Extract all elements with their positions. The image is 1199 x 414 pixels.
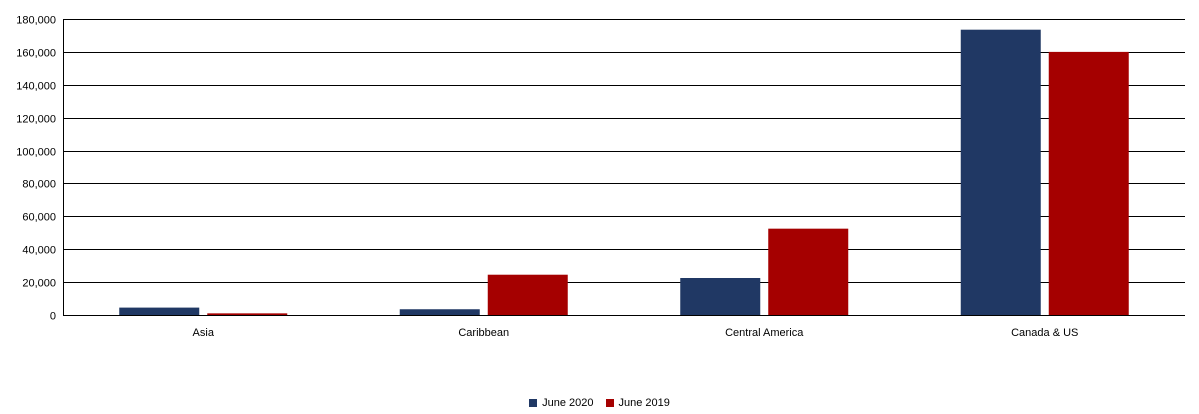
x-tick-label-2: Central America — [725, 327, 804, 339]
legend-label-series-1: June 2019 — [618, 397, 670, 409]
y-tick-label-6: 120,000 — [16, 114, 56, 126]
bar-series-1-0 — [207, 313, 288, 315]
bar-series-0-3 — [960, 29, 1041, 315]
y-tick-label-3: 60,000 — [22, 212, 56, 224]
y-tick-label-1: 20,000 — [22, 278, 56, 290]
bar-series-1-3 — [1048, 51, 1129, 316]
legend: June 2020 June 2019 — [0, 397, 1199, 409]
y-tick-label-2: 40,000 — [22, 245, 56, 257]
y-tick-label-9: 180,000 — [16, 15, 56, 27]
bar-series-1-2 — [768, 228, 849, 315]
legend-item-series-0: June 2020 — [529, 397, 594, 409]
bar-series-1-1 — [487, 274, 568, 315]
y-tick-label-5: 100,000 — [16, 147, 56, 159]
x-tick-label-3: Canada & US — [1011, 327, 1078, 339]
legend-swatch-series-1 — [605, 399, 614, 407]
bar-series-0-0 — [119, 307, 200, 315]
y-tick-label-4: 80,000 — [22, 179, 56, 191]
x-tick-label-1: Caribbean — [458, 327, 509, 339]
y-tick-label-7: 140,000 — [16, 81, 56, 93]
legend-item-series-1: June 2019 — [605, 397, 670, 409]
y-tick-label-0: 0 — [50, 311, 56, 323]
x-tick-label-0: Asia — [193, 327, 215, 339]
bar-series-0-1 — [399, 309, 480, 315]
bar-series-0-2 — [680, 278, 761, 315]
legend-label-series-0: June 2020 — [542, 397, 594, 409]
y-tick-label-8: 160,000 — [16, 48, 56, 60]
legend-swatch-series-0 — [529, 399, 538, 407]
